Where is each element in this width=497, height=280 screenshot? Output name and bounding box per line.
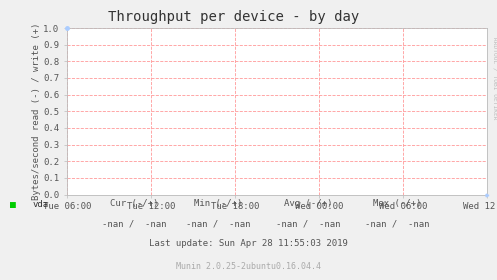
Text: vda: vda [32,200,48,209]
Text: -nan /  -nan: -nan / -nan [186,220,251,229]
Y-axis label: Bytes/second read (-) / write (+): Bytes/second read (-) / write (+) [31,23,41,200]
Text: -nan /  -nan: -nan / -nan [102,220,166,229]
Text: Min (-/+): Min (-/+) [194,199,243,208]
Text: Avg (-/+): Avg (-/+) [284,199,332,208]
Text: RRDTOOL / TOBI OETIKER: RRDTOOL / TOBI OETIKER [492,37,497,120]
Text: -nan /  -nan: -nan / -nan [365,220,430,229]
Text: Munin 2.0.25-2ubuntu0.16.04.4: Munin 2.0.25-2ubuntu0.16.04.4 [176,262,321,271]
Text: ■: ■ [10,200,16,210]
Text: Cur (-/+): Cur (-/+) [110,199,159,208]
Text: Max (-/+): Max (-/+) [373,199,422,208]
Text: Throughput per device - by day: Throughput per device - by day [108,10,359,24]
Text: Last update: Sun Apr 28 11:55:03 2019: Last update: Sun Apr 28 11:55:03 2019 [149,239,348,248]
Text: -nan /  -nan: -nan / -nan [276,220,340,229]
